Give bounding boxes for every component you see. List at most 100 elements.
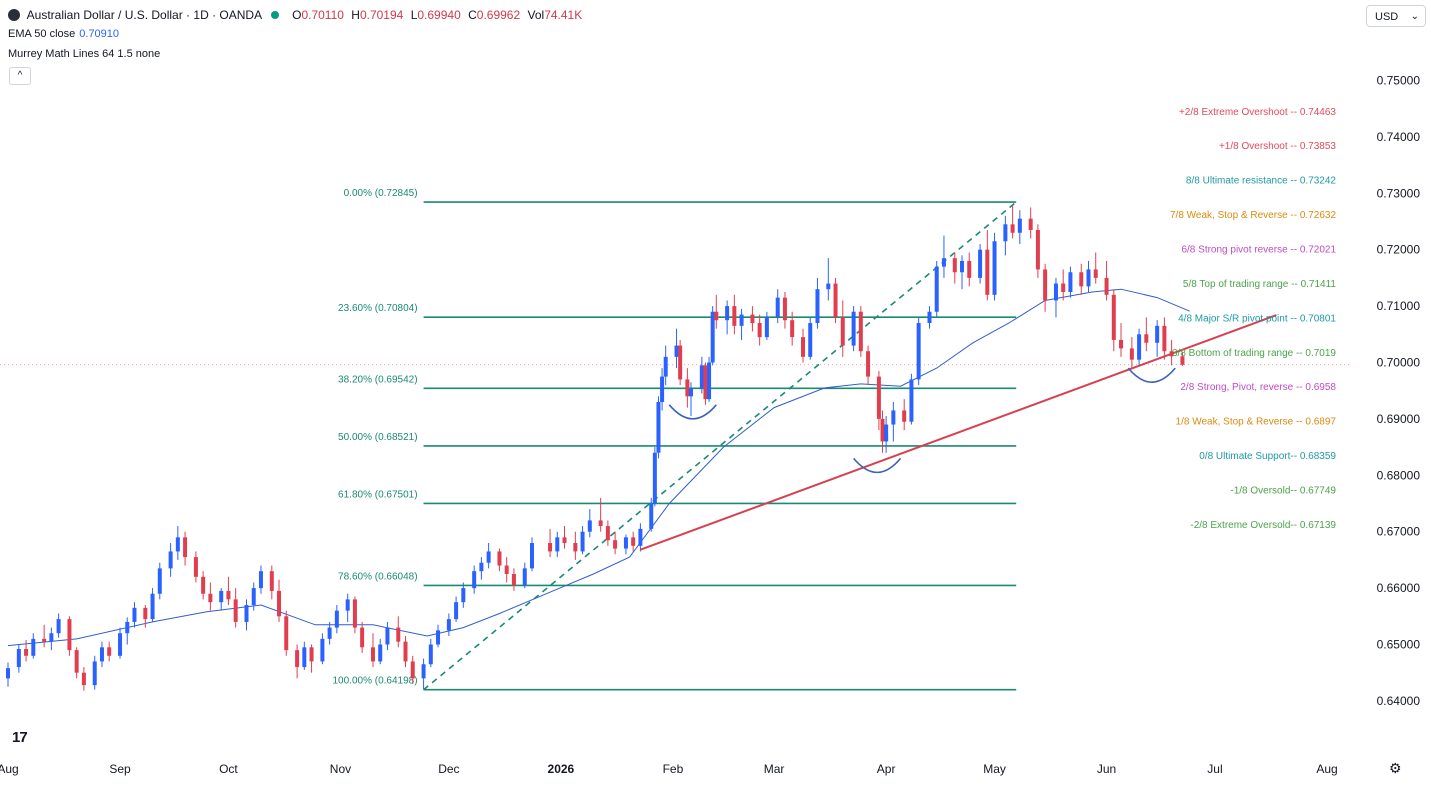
candle-body [880,418,885,442]
currency-select[interactable]: USD ⌄ [1366,5,1426,27]
collapse-legend-button[interactable]: ^ [9,67,31,85]
candle-body [674,345,679,357]
candle-body [31,638,36,656]
y-axis-tick-label: 0.75000 [1377,74,1421,88]
candle-body [378,644,383,662]
candle-body [833,283,838,318]
candle-body [479,562,484,572]
candle-body [757,323,762,338]
candle-body [934,266,939,312]
symbol-title[interactable]: Australian Dollar / U.S. Dollar · 1D · O… [26,8,262,22]
tradingview-logo[interactable]: 17 [12,729,28,746]
candle-body [750,314,755,324]
murrey-level-label: +1/8 Overshoot -- 0.73853 [1219,141,1336,152]
candle-body [486,551,491,563]
volume-value: 74.41K [544,8,583,22]
candle-body [1061,283,1066,292]
chevron-down-icon: ⌄ [1410,11,1419,22]
murrey-level-label: 2/8 Strong, Pivot, reverse -- 0.6958 [1180,382,1336,393]
candle-body [74,650,79,673]
ema-indicator-legend[interactable]: EMA 50 close 0.70910 [8,28,119,40]
fib-level-label: 50.00% (0.68521) [338,432,418,443]
candle-body [1043,269,1048,301]
candle-body [251,588,256,606]
candle-body [1053,283,1058,301]
candle-body [858,311,863,352]
candle-body [461,588,466,603]
candle-body [782,297,787,321]
candle-body [548,542,553,552]
candle-body [1086,269,1091,287]
candle-body [370,647,375,662]
candle-body [808,323,813,357]
candle-body [840,317,845,346]
candle-body [952,258,957,273]
high-value: 0.70194 [359,8,404,22]
candle-body [1180,356,1185,365]
candle-body [320,638,325,662]
candle-body [1093,269,1098,278]
candle-body [132,607,137,622]
candle-body [699,365,704,388]
candle-body [421,664,426,679]
currency-value: USD [1375,11,1399,23]
candle-body [334,610,339,628]
candle-body [410,661,415,679]
candle-body [1119,339,1124,349]
candle-body [99,647,104,662]
candle-body [1079,272,1084,287]
fib-level-label: 38.20% (0.69542) [338,374,418,385]
murrey-level-label: 7/8 Weak, Stop & Reverse -- 0.72632 [1170,210,1336,221]
murrey-level-label: 5/8 Top of trading range -- 0.71411 [1183,279,1337,290]
candle-body [992,241,997,295]
y-axis-tick-label: 0.65000 [1377,638,1421,652]
candle-body [866,351,871,377]
candle-body [360,627,365,648]
candle-body [150,593,155,620]
gear-icon[interactable]: ⚙ [1389,760,1402,776]
murrey-indicator-legend[interactable]: Murrey Math Lines 64 1.5 none [8,48,160,60]
low-label: L [410,8,418,22]
candle-body [118,633,123,656]
candle-body [107,647,112,656]
candle-body [92,661,97,686]
volume-label: Vol [527,8,545,22]
candle-body [891,410,896,425]
murrey-level-label: 3/8 Bottom of trading range -- 0.7019 [1172,348,1336,359]
candle-body [909,379,914,422]
x-axis-tick-label: Sep [109,762,131,776]
x-axis-tick-label: Feb [663,762,684,776]
candle-body [1129,348,1134,360]
candle-body [587,520,592,532]
candle-body [967,260,972,278]
candle-body [562,537,567,543]
candle-body [764,317,769,338]
fib-level-label: 100.00% (0.64198) [332,676,417,687]
candle-body [143,607,148,620]
candle-body [454,602,459,620]
candle-body [801,337,806,357]
candle-body [193,557,198,577]
candle-body [284,616,289,651]
x-axis-tick-label: Aug [1316,762,1337,776]
candle-body [125,621,130,634]
market-status-icon [270,11,279,19]
candle-body [436,630,441,645]
candle-body [81,672,86,686]
candle-body [1144,334,1149,343]
candle-body [302,647,307,668]
x-axis-tick-label: Mar [764,762,785,776]
candle-body [555,537,560,552]
candle-body [1068,272,1073,292]
candle-body [497,551,502,566]
candle-body [233,599,238,622]
candle-body [656,401,661,453]
candle-body [876,376,881,419]
candle-body [985,249,990,295]
candle-body [175,537,180,552]
x-axis-tick-label: Nov [330,762,351,776]
candle-body [725,306,730,321]
candle-body [309,647,314,662]
x-axis-tick-label: Aug [0,762,19,776]
